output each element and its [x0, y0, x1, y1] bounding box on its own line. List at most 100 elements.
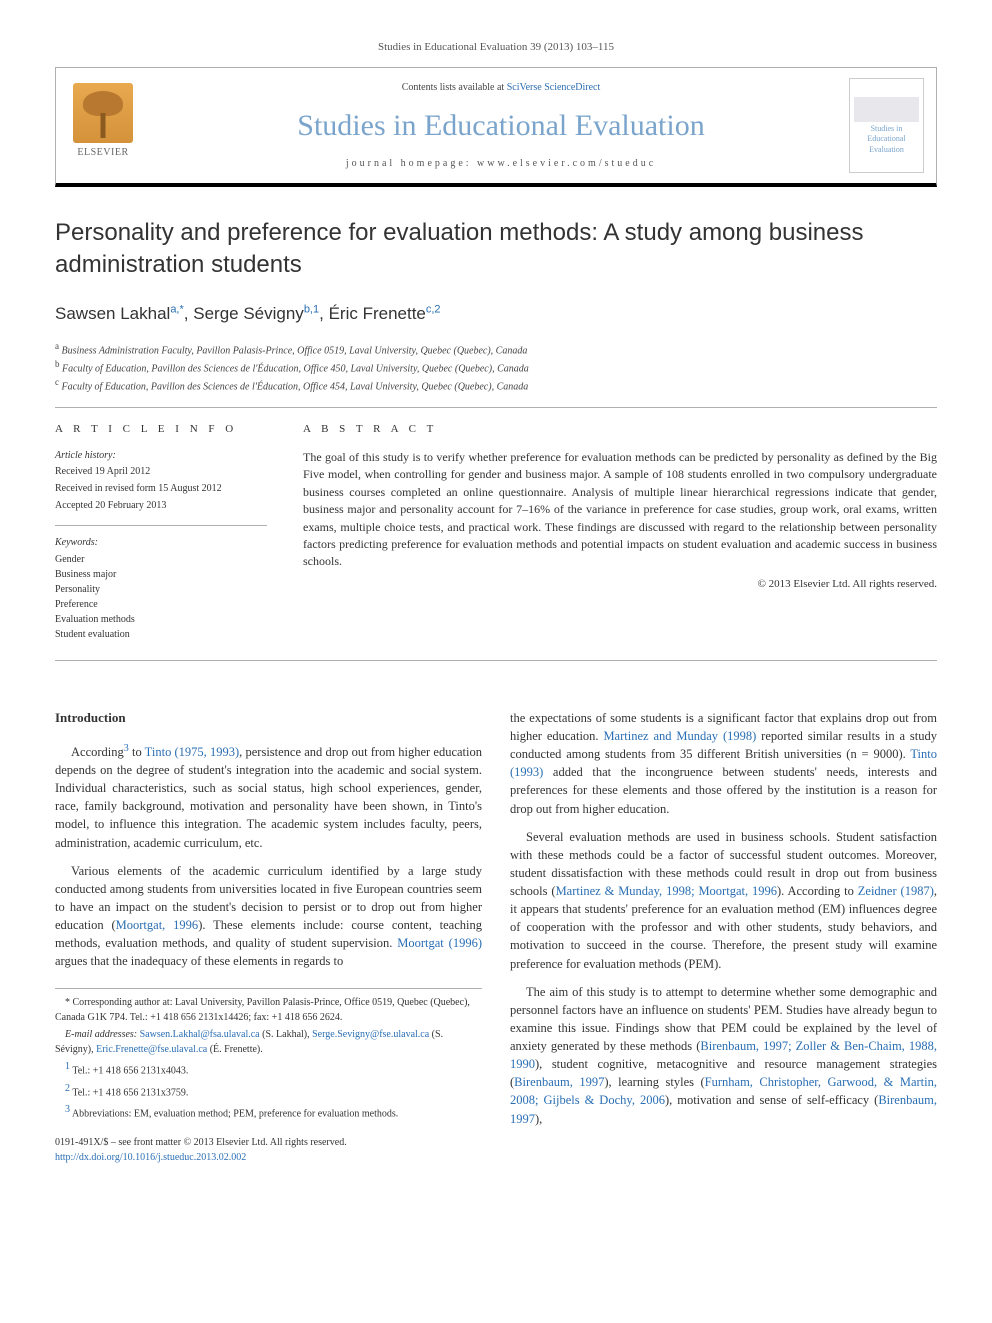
- publisher-logo: ELSEVIER: [68, 83, 138, 168]
- keyword: Gender: [55, 552, 267, 567]
- keyword: Business major: [55, 567, 267, 582]
- para-text: ). According to: [777, 884, 858, 898]
- author-mark: c,2: [426, 303, 441, 315]
- body-paragraph: According3 to Tinto (1975, 1993), persis…: [55, 742, 482, 852]
- author-sep: ,: [184, 304, 193, 323]
- author-name: Éric Frenette: [329, 304, 426, 323]
- footnote-tel: 1 Tel.: +1 418 656 2131x4043.: [55, 1059, 482, 1078]
- affiliation-mark: c: [55, 377, 59, 387]
- keywords-list: Gender Business major Personality Prefer…: [55, 552, 267, 642]
- doi-link[interactable]: http://dx.doi.org/10.1016/j.stueduc.2013…: [55, 1152, 246, 1163]
- affiliation-text: Faculty of Education, Pavillon des Scien…: [62, 363, 529, 374]
- info-abstract-row: A R T I C L E I N F O Article history: R…: [55, 408, 937, 661]
- para-text: added that the incongruence between stud…: [510, 765, 937, 815]
- email-link[interactable]: Eric.Frenette@fse.ulaval.ca: [96, 1044, 207, 1055]
- email-link[interactable]: Serge.Sevigny@fse.ulaval.ca: [312, 1029, 429, 1040]
- author-name: Serge Sévigny: [193, 304, 304, 323]
- abstract-copyright: © 2013 Elsevier Ltd. All rights reserved…: [303, 577, 937, 592]
- affiliation-mark: a: [55, 341, 59, 351]
- para-text: ), motivation and sense of self-efficacy…: [665, 1093, 878, 1107]
- footnote-mark: 1: [65, 1061, 70, 1072]
- bottom-block: 0191-491X/$ – see front matter © 2013 El…: [55, 1135, 482, 1165]
- homepage-prefix: journal homepage:: [346, 158, 477, 169]
- sciencedirect-link[interactable]: SciVerse ScienceDirect: [507, 82, 601, 93]
- email-who: (S. Lakhal),: [260, 1029, 310, 1040]
- footnote-text: Tel.: +1 418 656 2131x4043.: [72, 1066, 188, 1077]
- para-text: argues that the inadequacy of these elem…: [55, 954, 343, 968]
- body-paragraph: The aim of this study is to attempt to d…: [510, 983, 937, 1128]
- running-header: Studies in Educational Evaluation 39 (20…: [55, 40, 937, 55]
- abstract-text: The goal of this study is to verify whet…: [303, 449, 937, 571]
- abstract-heading: A B S T R A C T: [303, 422, 937, 437]
- affiliations: a Business Administration Faculty, Pavil…: [55, 340, 937, 408]
- email-link[interactable]: Sawsen.Lakhal@fsa.ulaval.ca: [140, 1029, 260, 1040]
- cover-thumb-decor: [854, 97, 919, 122]
- keyword: Student evaluation: [55, 627, 267, 642]
- footnotes-block: * Corresponding author at: Laval Univers…: [55, 988, 482, 1121]
- citation-link[interactable]: Moortgat (1996): [397, 936, 482, 950]
- journal-header: ELSEVIER Contents lists available at Sci…: [55, 67, 937, 187]
- history-line: Received 19 April 2012: [55, 464, 267, 479]
- citation-link[interactable]: Zeidner (1987): [858, 884, 934, 898]
- citation-link[interactable]: Birenbaum, 1997: [514, 1075, 604, 1089]
- author-sep: ,: [319, 304, 328, 323]
- para-text: to: [129, 745, 145, 759]
- author-mark: b,1: [304, 303, 319, 315]
- body-paragraph: Various elements of the academic curricu…: [55, 862, 482, 971]
- affiliation: c Faculty of Education, Pavillon des Sci…: [55, 376, 937, 394]
- history-line: Received in revised form 15 August 2012: [55, 481, 267, 496]
- affiliation-mark: b: [55, 359, 60, 369]
- article-info-heading: A R T I C L E I N F O: [55, 422, 267, 437]
- issn-line: 0191-491X/$ – see front matter © 2013 El…: [55, 1135, 482, 1150]
- citation-link[interactable]: Martinez & Munday, 1998; Moortgat, 1996: [556, 884, 777, 898]
- footnote-text: Abbreviations: EM, evaluation method; PE…: [72, 1108, 398, 1119]
- journal-homepage-line: journal homepage: www.elsevier.com/stued…: [153, 157, 849, 171]
- keyword: Preference: [55, 597, 267, 612]
- footnote-mark: 3: [65, 1104, 70, 1115]
- para-text: According: [71, 745, 124, 759]
- footnote-tel: 2 Tel.: +1 418 656 2131x3759.: [55, 1081, 482, 1100]
- citation-link[interactable]: Martinez and Munday (1998): [603, 729, 756, 743]
- author-mark: a,*: [170, 303, 183, 315]
- body-columns: Introduction According3 to Tinto (1975, …: [55, 709, 937, 1165]
- affiliation: b Faculty of Education, Pavillon des Sci…: [55, 358, 937, 376]
- keyword: Evaluation methods: [55, 612, 267, 627]
- section-heading-introduction: Introduction: [55, 709, 482, 728]
- article-info-block: A R T I C L E I N F O Article history: R…: [55, 408, 285, 660]
- keywords-label: Keywords:: [55, 536, 267, 550]
- body-paragraph: the expectations of some students is a s…: [510, 709, 937, 818]
- history-line: Accepted 20 February 2013: [55, 498, 267, 513]
- abstract-block: A B S T R A C T The goal of this study i…: [285, 408, 937, 660]
- footnote-abbrev: 3 Abbreviations: EM, evaluation method; …: [55, 1102, 482, 1121]
- email-label: E-mail addresses:: [65, 1029, 137, 1040]
- para-text: , persistence and drop out from higher e…: [55, 745, 482, 850]
- keyword: Personality: [55, 582, 267, 597]
- citation-link[interactable]: Tinto (1975, 1993): [145, 745, 240, 759]
- left-column: Introduction According3 to Tinto (1975, …: [55, 709, 482, 1165]
- email-who: (É. Frenette).: [207, 1044, 263, 1055]
- journal-cover-thumbnail: Studies in Educational Evaluation: [849, 78, 924, 173]
- footnote-corresponding: * Corresponding author at: Laval Univers…: [55, 995, 482, 1025]
- header-center: Contents lists available at SciVerse Sci…: [153, 81, 849, 171]
- footnote-mark: 2: [65, 1083, 70, 1094]
- affiliation-text: Faculty of Education, Pavillon des Scien…: [62, 382, 529, 393]
- journal-title: Studies in Educational Evaluation: [153, 105, 849, 147]
- right-column: the expectations of some students is a s…: [510, 709, 937, 1165]
- para-text: ),: [535, 1112, 542, 1126]
- para-text: ), learning styles (: [604, 1075, 704, 1089]
- footnote-text: Tel.: +1 418 656 2131x3759.: [72, 1087, 188, 1098]
- publisher-name: ELSEVIER: [77, 146, 128, 160]
- footnote-emails: E-mail addresses: Sawsen.Lakhal@fsa.ulav…: [55, 1027, 482, 1057]
- article-history-label: Article history:: [55, 449, 267, 463]
- elsevier-tree-icon: [73, 83, 133, 143]
- cover-thumb-text: Studies in Educational Evaluation: [854, 124, 919, 155]
- footnote-mark: *: [65, 997, 70, 1008]
- author-name: Sawsen Lakhal: [55, 304, 170, 323]
- contents-available-line: Contents lists available at SciVerse Sci…: [153, 81, 849, 95]
- affiliation-text: Business Administration Faculty, Pavillo…: [62, 345, 528, 356]
- body-paragraph: Several evaluation methods are used in b…: [510, 828, 937, 973]
- info-divider: [55, 525, 267, 526]
- citation-link[interactable]: Moortgat, 1996: [116, 918, 199, 932]
- homepage-url[interactable]: www.elsevier.com/stueduc: [477, 158, 656, 169]
- article-title: Personality and preference for evaluatio…: [55, 217, 937, 279]
